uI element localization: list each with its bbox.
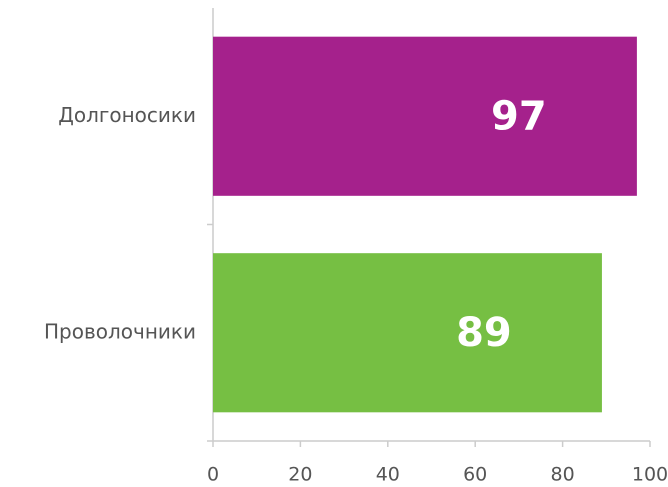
x-tick-label: 60 <box>463 464 487 486</box>
bar <box>213 36 637 196</box>
value-label: 89 <box>456 310 512 356</box>
x-tick-label: 40 <box>376 464 400 486</box>
bar <box>213 253 602 413</box>
x-tick-label: 20 <box>288 464 312 486</box>
x-tick-label: 0 <box>207 464 219 486</box>
category-label: Долгоносики <box>58 103 196 127</box>
value-label: 97 <box>491 93 547 139</box>
x-tick-label: 100 <box>632 464 668 486</box>
category-label: Проволочники <box>44 319 196 343</box>
x-tick-label: 80 <box>551 464 575 486</box>
